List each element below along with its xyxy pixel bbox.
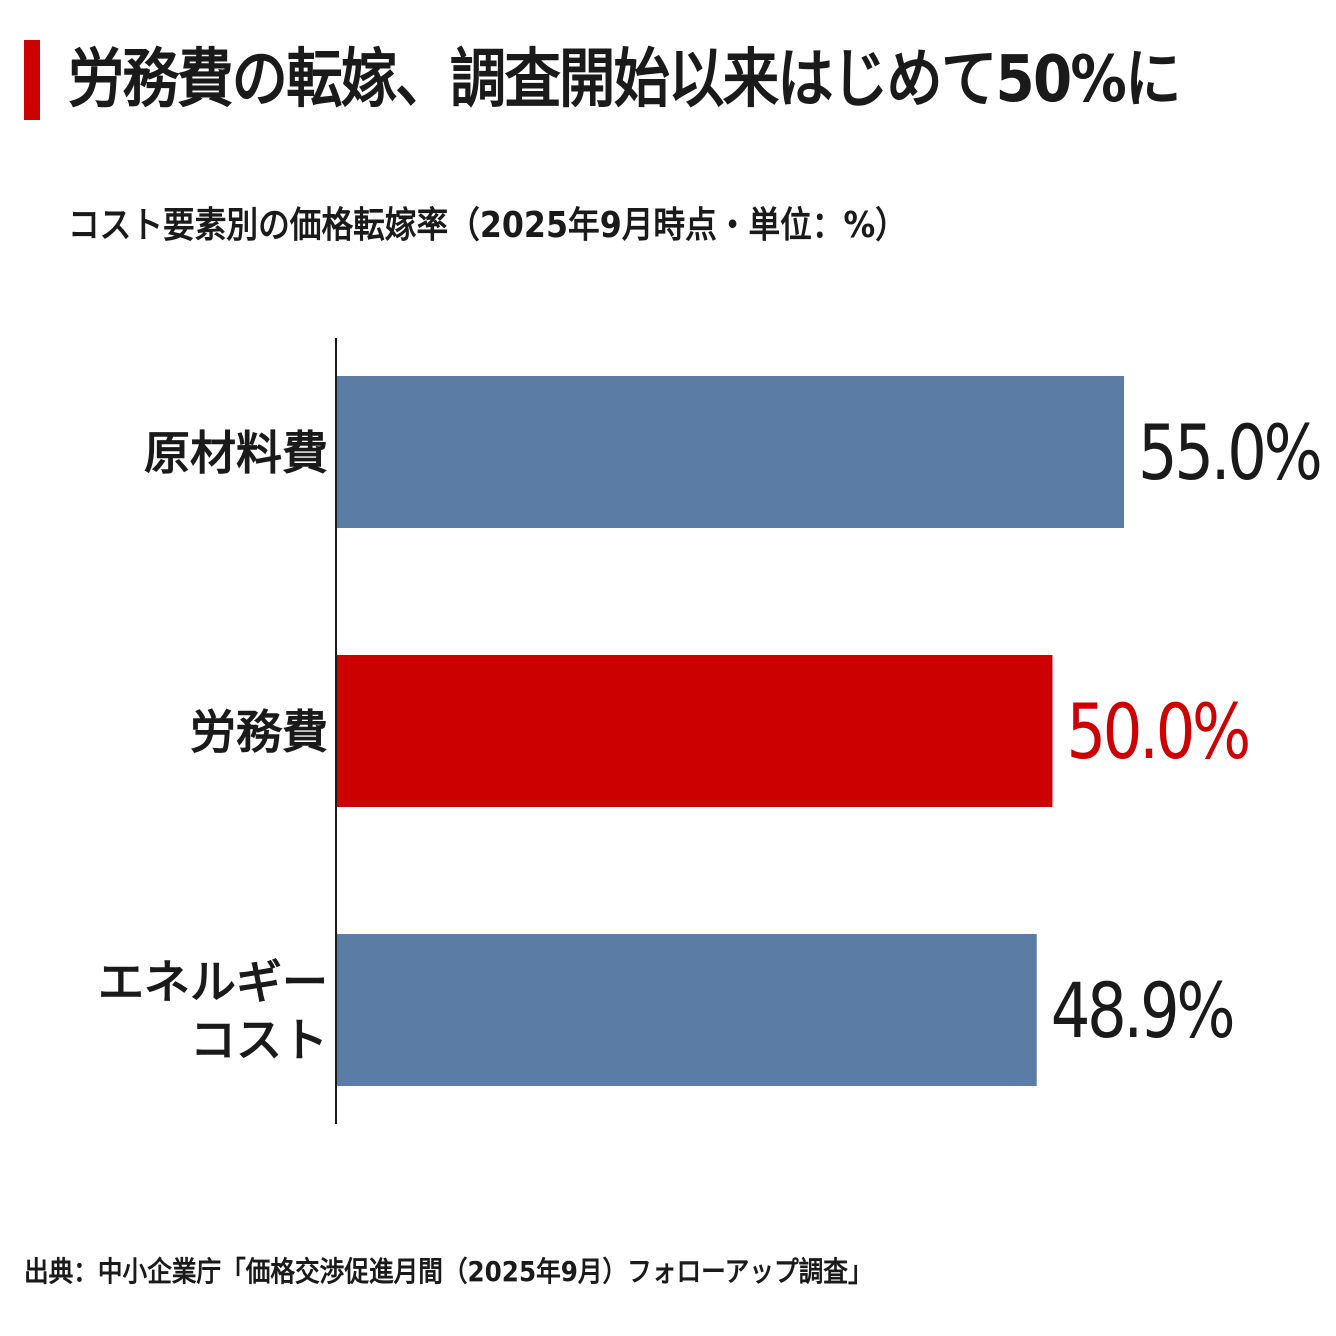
chart-title: コスト要素別の価格転嫁率（2025年9月時点・単位：%） xyxy=(68,205,907,246)
value-label: 50.0% xyxy=(1066,688,1248,777)
value-label: 55.0% xyxy=(1138,409,1320,498)
bar-2 xyxy=(337,934,1037,1086)
category-label: エネルギー xyxy=(98,955,328,1009)
category-label: 原材料費 xyxy=(144,426,328,480)
value-label: 48.9% xyxy=(1051,967,1233,1056)
category-label: 労務費 xyxy=(190,705,328,759)
bar-1 xyxy=(337,655,1053,807)
title-accent-bar xyxy=(24,40,40,120)
source-note: 出典：中小企業庁「価格交渉促進月間（2025年9月）フォローアップ調査」 xyxy=(24,1255,873,1288)
page-title: 労務費の転嫁、調査開始以来はじめて50%に xyxy=(68,43,1181,117)
category-label: コスト xyxy=(190,1013,328,1067)
bar-0 xyxy=(337,376,1124,528)
